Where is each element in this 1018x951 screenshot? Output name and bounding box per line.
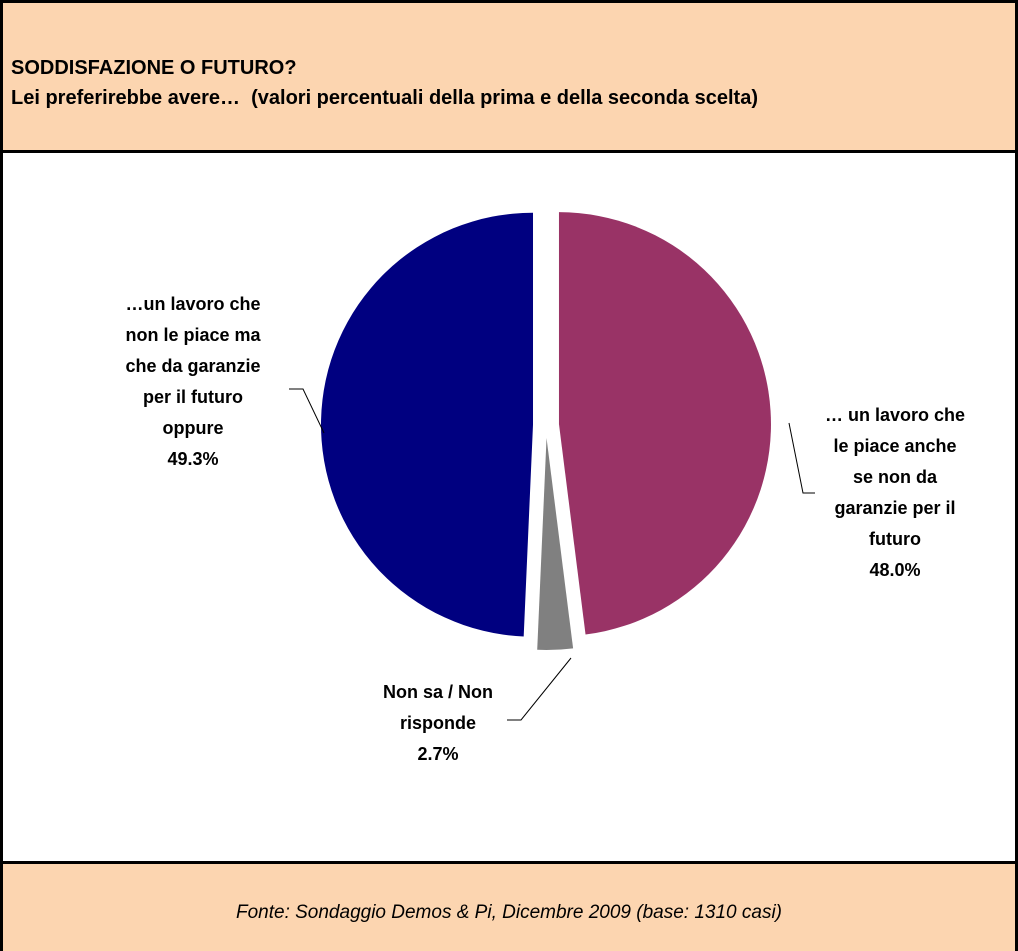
value-label: 49.3% [167,449,219,469]
category-label: Non sa / Non risponde [382,682,493,733]
leader-line [289,388,325,434]
footer: Fonte: Sondaggio Demos & Pi, Dicembre 20… [3,861,1015,951]
header: SODDISFAZIONE O FUTURO? Lei preferirebbe… [3,3,1015,153]
pie-chart [289,212,815,721]
pie-slice [321,212,534,637]
value-label: 48.0% [869,560,921,580]
chart-subtitle: Lei preferirebbe avere… (valori percentu… [11,87,758,109]
leader-line [788,422,815,494]
slice-label: … un lavoro che le piace anche se non da… [815,400,975,586]
slice-label: …un lavoro che non le piace ma che da ga… [113,289,273,475]
pie-slice [537,437,574,650]
category-label: …un lavoro che non le piace ma che da ga… [125,294,261,438]
category-label: … un lavoro che le piace anche se non da… [824,405,966,549]
slice-label: Non sa / Non risponde 2.7% [358,677,518,770]
leader-line [507,657,572,721]
value-label: 2.7% [417,744,459,764]
chart-title: SODDISFAZIONE O FUTURO? [11,57,297,79]
source-note: Fonte: Sondaggio Demos & Pi, Dicembre 20… [235,902,783,923]
pie-slice [558,212,771,635]
